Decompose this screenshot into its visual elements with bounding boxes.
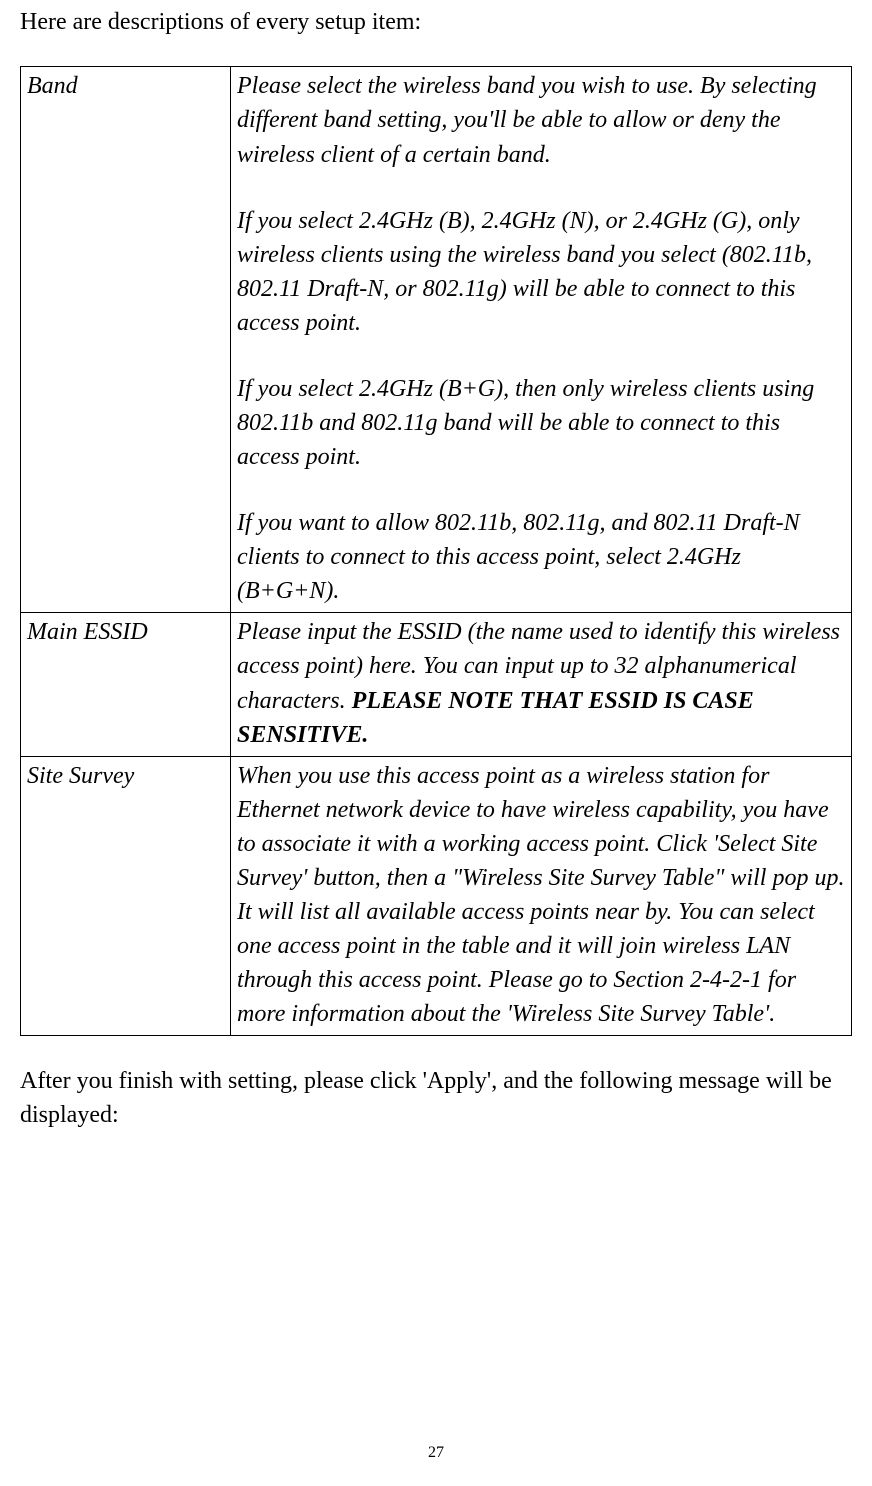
table-row: Site Survey When you use this access poi…	[21, 756, 852, 1036]
blank-line	[237, 474, 845, 506]
row-desc-para: If you want to allow 802.11b, 802.11g, a…	[237, 506, 845, 608]
outro-text: After you finish with setting, please cl…	[20, 1064, 852, 1132]
row-desc-para: Please select the wireless band you wish…	[237, 69, 845, 171]
row-desc-essid: Please input the ESSID (the name used to…	[231, 613, 852, 756]
row-label-sitesurvey: Site Survey	[21, 756, 231, 1036]
row-desc-para: If you select 2.4GHz (B), 2.4GHz (N), or…	[237, 204, 845, 340]
page-number: 27	[0, 1444, 872, 1462]
row-desc-para: If you select 2.4GHz (B+G), then only wi…	[237, 372, 845, 474]
document-page: Here are descriptions of every setup ite…	[0, 0, 872, 1486]
blank-line	[237, 172, 845, 204]
table-row: Band Please select the wireless band you…	[21, 67, 852, 613]
setup-items-table: Band Please select the wireless band you…	[20, 66, 852, 1036]
table-row: Main ESSID Please input the ESSID (the n…	[21, 613, 852, 756]
row-desc-para: When you use this access point as a wire…	[237, 759, 845, 1032]
row-desc-sitesurvey: When you use this access point as a wire…	[231, 756, 852, 1036]
intro-text: Here are descriptions of every setup ite…	[20, 6, 852, 38]
row-desc-band: Please select the wireless band you wish…	[231, 67, 852, 613]
row-label-band: Band	[21, 67, 231, 613]
row-label-essid: Main ESSID	[21, 613, 231, 756]
blank-line	[237, 340, 845, 372]
